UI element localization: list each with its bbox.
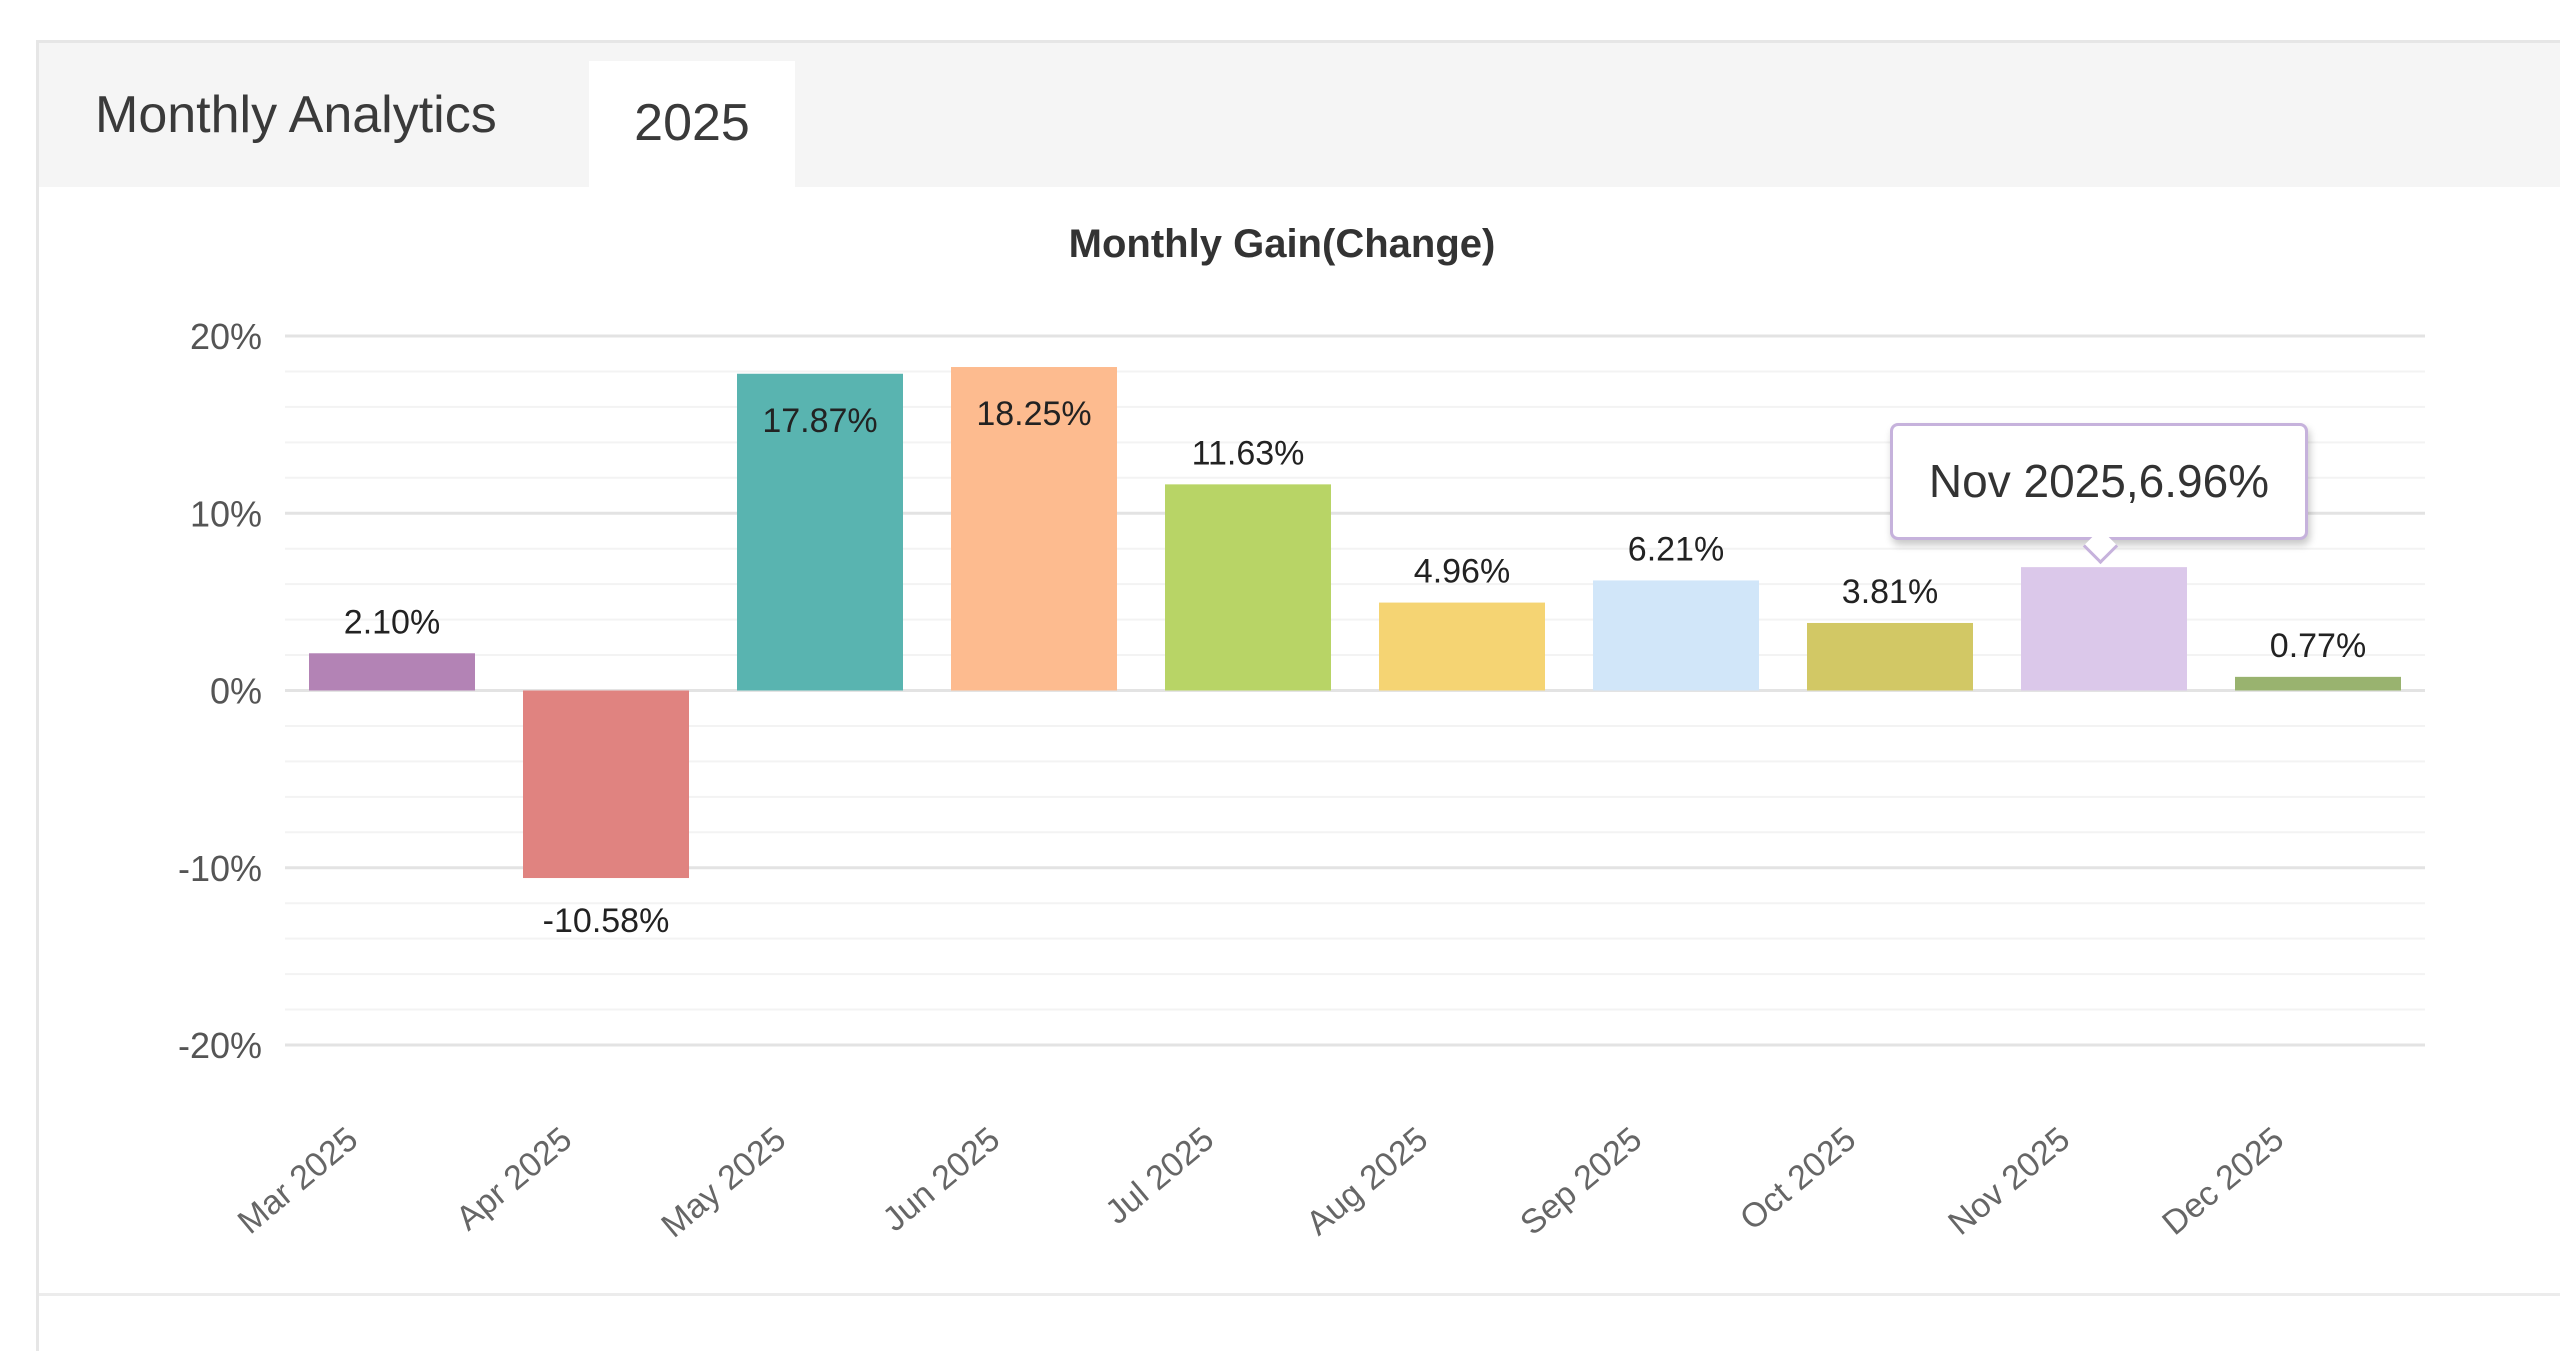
x-tick-label: Dec 2025 — [2155, 1120, 2291, 1243]
data-label: 6.21% — [1628, 530, 1724, 568]
bar-oct-2025[interactable] — [1807, 622, 1973, 691]
x-tick-label: Jun 2025 — [876, 1120, 1008, 1239]
bar-nov-2025[interactable] — [2021, 567, 2187, 691]
bar-sep-2025[interactable] — [1593, 580, 1759, 691]
x-tick-label: Apr 2025 — [449, 1120, 579, 1238]
bar-apr-2025[interactable] — [523, 690, 689, 879]
y-tick-label: 0% — [210, 671, 262, 712]
tab-year-2025[interactable]: 2025 — [589, 61, 795, 188]
data-label: -10.58% — [543, 902, 670, 940]
x-tick-label: May 2025 — [654, 1120, 793, 1245]
x-tick-label: Oct 2025 — [1733, 1120, 1863, 1238]
data-label: 0.77% — [2270, 627, 2366, 665]
x-tick-label: Jul 2025 — [1098, 1120, 1221, 1232]
bar-jul-2025[interactable] — [1165, 484, 1331, 691]
bar-jun-2025[interactable] — [951, 367, 1117, 691]
data-label: 17.87% — [762, 402, 877, 440]
y-tick-label: 20% — [190, 316, 262, 357]
tab-monthly-analytics[interactable]: Monthly Analytics — [95, 86, 497, 144]
bar-mar-2025[interactable] — [309, 653, 475, 691]
monthly-gain-chart: Monthly Gain(Change) 20% 10% 0% -10% -20% 2.… — [178, 222, 2425, 1245]
bar-aug-2025[interactable] — [1379, 602, 1545, 691]
y-tick-label: 10% — [190, 493, 262, 534]
panel-divider-bottom — [39, 1293, 2560, 1296]
x-tick-label: Mar 2025 — [231, 1120, 365, 1241]
chart-title: Monthly Gain(Change) — [1069, 222, 1496, 266]
analytics-panel: Monthly Analytics 2025 Monthly Gain(Chan… — [36, 40, 2560, 1351]
bar-may-2025[interactable] — [737, 373, 903, 691]
data-label: 18.25% — [976, 395, 1091, 433]
x-tick-label: Sep 2025 — [1513, 1120, 1649, 1243]
data-label: 11.63% — [1192, 434, 1305, 472]
x-tick-label: Nov 2025 — [1941, 1120, 2077, 1243]
y-tick-label: -20% — [178, 1025, 262, 1066]
data-label: 3.81% — [1842, 573, 1938, 611]
y-tick-label: -10% — [178, 848, 262, 889]
tab-bar: Monthly Analytics 2025 — [39, 43, 2560, 188]
x-tick-label: Aug 2025 — [1299, 1120, 1435, 1243]
data-label: 4.96% — [1414, 553, 1510, 591]
bar-tooltip: Nov 2025,6.96% — [1890, 423, 2308, 540]
data-label: 2.10% — [344, 603, 440, 641]
bar-dec-2025[interactable] — [2235, 676, 2401, 691]
